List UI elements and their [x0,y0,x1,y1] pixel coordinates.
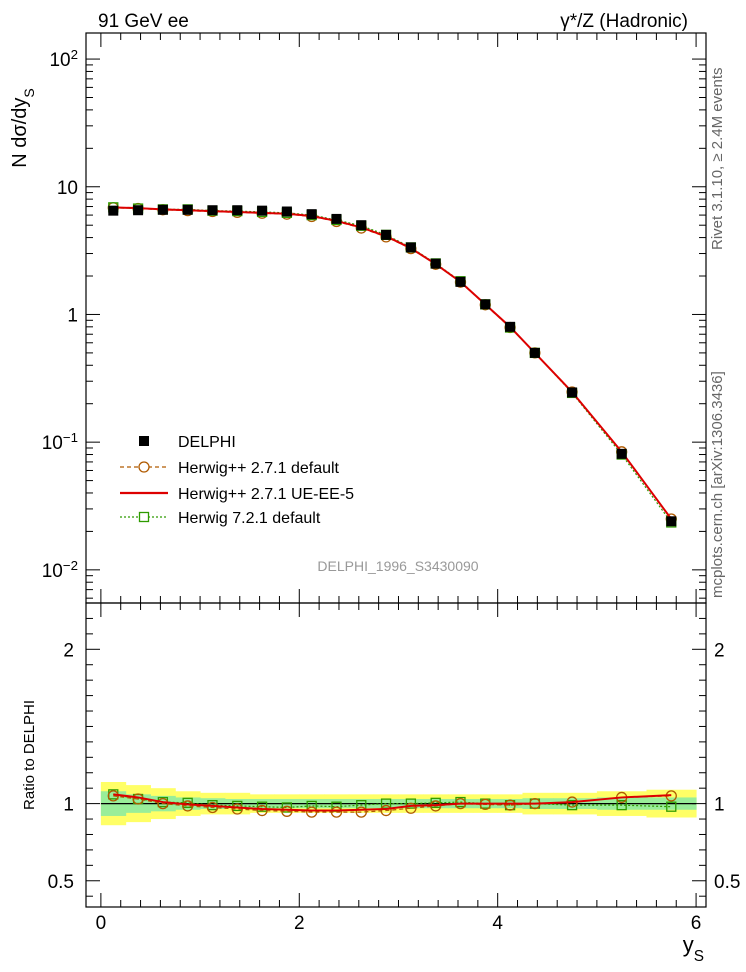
bottom-x-axis-label: yS [683,932,704,965]
top-delphi-point [381,229,392,240]
bottom-herwig-271-default-point [206,801,219,814]
bottom-y-tick-label-right: 1 [714,795,725,816]
top-y-tick-label: 10−2 [42,557,78,582]
bottom-herwig-271-default-point [504,799,516,811]
top-delphi-point [133,205,144,216]
rivet-label: Rivet 3.1.10, ≥ 2.4M events [709,68,726,251]
top-delphi-point [356,220,367,231]
top-delphi-point [455,276,466,287]
bottom-herwig-271-default-point [256,804,268,817]
bottom-herwig-721-default-point [616,800,627,811]
bottom-y-tick-label: 1 [63,795,74,816]
top-delphi-point [529,347,540,358]
bottom-herwig-271-default-point [405,802,417,814]
legend: DELPHI Herwig++ 2.7.1 default Herwig++ 2.7… [120,434,354,527]
top-delphi-point [306,209,317,220]
legend-marker [138,511,150,523]
top-delphi-point [108,205,119,216]
header-right-label: γ*/Z (Hadronic) [560,11,688,32]
bottom-herwig-271-default-point [306,806,318,818]
bottom-herwig-271-default-point [182,800,194,812]
legend-marker [138,461,150,473]
bottom-y-tick-label: 2 [63,640,74,661]
bottom-herwig-721-default-line [113,793,672,809]
bottom-herwig-721-default-point [405,798,417,809]
mcplots-label: mcplots.cern.ch [arXiv:1306.3436] [709,371,726,598]
bottom-herwig-271-default-point [157,797,169,810]
bottom-herwig-271-default-point [380,804,392,817]
top-delphi-point [157,204,168,215]
top-delphi-point [480,299,491,310]
legend-entry-label: Herwig 7.2.1 default [178,510,321,527]
top-y-tick-label: 10 [57,178,78,199]
top-delphi-point [505,321,516,332]
bottom-y-tick-label: 0.5 [48,872,74,893]
top-delphi-point [257,205,268,216]
top-delphi-point [281,206,292,217]
top-delphi-point [182,204,193,215]
bottom-herwig-721-default-point [281,802,293,813]
top-delphi-point [207,205,218,216]
bottom-herwig-271-default-point [281,805,293,817]
top-panel-ticks: 10−2 10−1 1 10 102 [42,33,706,603]
bottom-panel-series [107,789,677,818]
bottom-herwig-271-default-point [355,806,367,818]
top-panel-series [107,202,677,528]
top-delphi-point [666,516,677,527]
bottom-y-tick-label-right: 2 [714,640,725,661]
top-delphi-point [567,387,578,398]
bottom-herwig-721-default-point [666,801,677,812]
top-delphi-point [405,242,416,253]
bottom-panel-frame [85,602,707,908]
top-delphi-point [232,205,243,216]
legend-marker [139,436,149,446]
top-y-tick-label: 10−1 [42,430,78,455]
top-delphi-point [616,448,627,459]
legend-entry-label: DELPHI [178,434,236,451]
top-y-tick-label: 102 [49,47,78,72]
header-left-label: 91 GeV ee [98,11,189,32]
bottom-panel-ticks: 0.5 0.5 1 1 2 2 0 2 4 6 [48,603,740,934]
top-y-axis-label: N dσ/dyS [9,88,37,168]
bottom-x-tick-label: 4 [492,913,503,934]
top-delphi-point [430,258,441,269]
bottom-x-tick-label: 6 [691,913,702,934]
top-delphi-point [331,213,342,224]
bottom-y-axis-label: Ratio to DELPHI [21,700,38,810]
bottom-herwig-271-default-point [330,806,343,818]
top-y-tick-label: 1 [67,305,78,326]
bottom-x-tick-label: 0 [96,913,107,934]
legend-entry-label: Herwig++ 2.7.1 default [178,460,340,477]
analysis-watermark: DELPHI_1996_S3430090 [317,558,478,574]
bottom-herwig-271-ueee5-line [113,793,672,812]
bottom-x-tick-label: 2 [294,913,305,934]
legend-entry-label: Herwig++ 2.7.1 UE-EE-5 [178,486,354,503]
bottom-herwig-271-default-point [231,803,243,815]
bottom-y-tick-label-right: 0.5 [714,872,740,893]
bottom-herwig-721-default-point [256,801,268,812]
